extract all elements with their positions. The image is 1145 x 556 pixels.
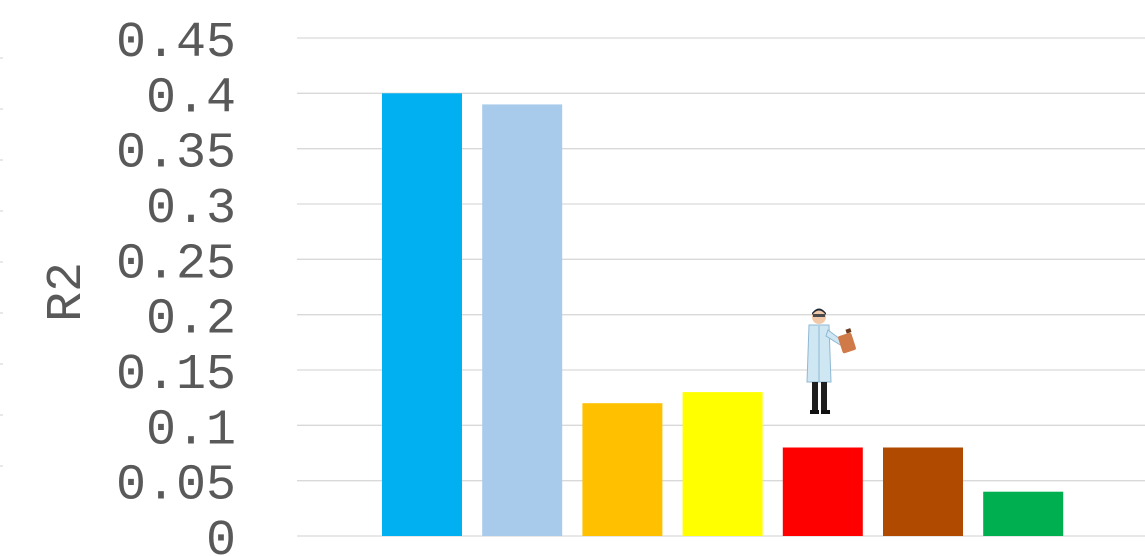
bar-1 xyxy=(382,93,462,537)
y-tick-label: 0.15 xyxy=(116,347,236,404)
y-axis-label: R2 xyxy=(39,262,96,322)
bar-6 xyxy=(883,447,963,536)
y-tick-label: 0.05 xyxy=(116,458,236,515)
y-tick-label: 0 xyxy=(206,513,236,556)
y-tick-label: 0.35 xyxy=(116,126,236,183)
y-tick-label: 0.3 xyxy=(146,181,236,238)
scientist-with-clipboard-icon xyxy=(806,308,856,414)
bar-4 xyxy=(682,392,763,536)
bar-5 xyxy=(782,447,863,536)
bars xyxy=(382,93,1064,537)
bar-2 xyxy=(482,104,563,537)
y-tick-label: 0.1 xyxy=(146,402,236,459)
y-tick-label: 0.2 xyxy=(146,292,236,349)
y-tick-label: 0.45 xyxy=(116,15,236,72)
y-axis-tick-labels: 00.050.10.150.20.250.30.350.40.45 xyxy=(116,15,236,556)
y-tick-label: 0.25 xyxy=(116,236,236,293)
bar-7 xyxy=(983,491,1064,536)
left-edge-ticks xyxy=(0,57,3,467)
y-tick-label: 0.4 xyxy=(146,70,236,127)
bar-3 xyxy=(582,403,663,536)
